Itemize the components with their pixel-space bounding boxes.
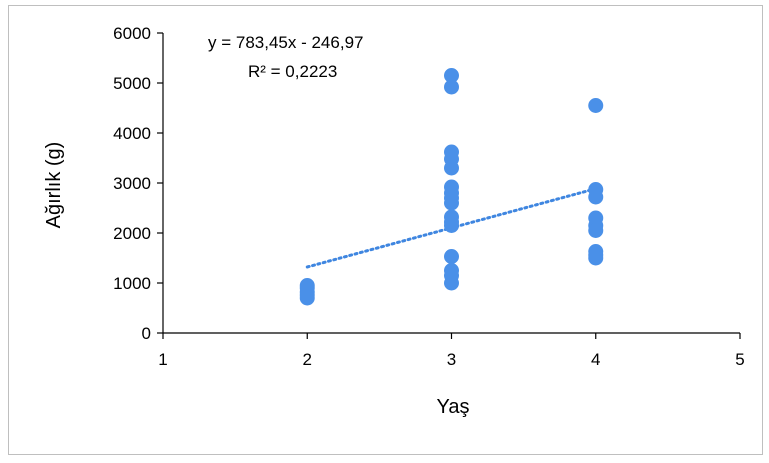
y-tick-label: 6000 [113, 24, 151, 43]
y-tick-label: 2000 [113, 224, 151, 243]
y-axis-ticks: 0 1000 2000 3000 4000 5000 6000 [113, 24, 163, 343]
data-points [299, 68, 604, 306]
data-point [588, 98, 604, 113]
x-axis-title: Yaş [437, 396, 470, 418]
y-tick-label: 1000 [113, 274, 151, 293]
data-point [444, 249, 459, 264]
data-point [444, 68, 459, 83]
trendline-r-squared: R² = 0,2223 [248, 62, 337, 81]
chart-frame [8, 5, 763, 455]
x-tick-label: 4 [591, 350, 600, 369]
y-tick-label: 3000 [113, 174, 151, 193]
x-tick-label: 1 [158, 350, 167, 369]
x-tick-label: 3 [447, 350, 456, 369]
trendline-equation: y = 783,45x - 246,97 [208, 33, 363, 52]
data-point [444, 195, 459, 211]
data-point [444, 79, 459, 95]
data-point [588, 250, 604, 266]
data-point [588, 189, 604, 205]
y-tick-label: 4000 [113, 124, 151, 143]
data-point [299, 290, 315, 306]
data-point [444, 218, 459, 233]
y-axis-title: Ağırlık (g) [43, 142, 65, 229]
data-point [444, 160, 459, 176]
data-point [588, 223, 604, 238]
x-axis-ticks: 1 2 3 4 5 [158, 333, 745, 369]
x-tick-label: 5 [735, 350, 744, 369]
x-tick-label: 2 [303, 350, 312, 369]
y-tick-label: 0 [142, 324, 151, 343]
y-tick-label: 5000 [113, 74, 151, 93]
data-point [444, 275, 459, 291]
